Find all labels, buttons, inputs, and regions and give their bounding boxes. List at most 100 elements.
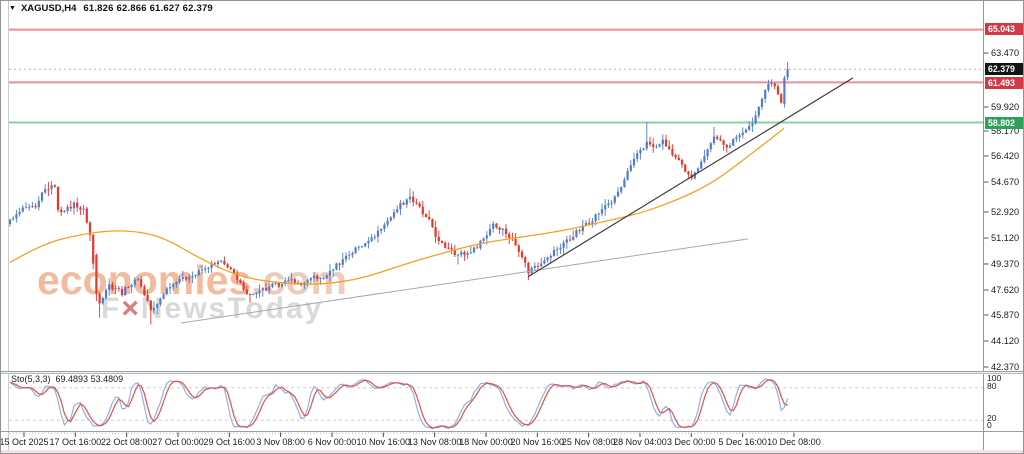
candle-body <box>597 213 600 215</box>
symbol-label: XAGUSD,H4 <box>20 3 77 14</box>
bottom-strip <box>1 450 1023 453</box>
candle-body <box>578 230 581 232</box>
candle-body <box>613 196 616 203</box>
candle-body <box>348 255 351 256</box>
candle-body <box>552 250 556 256</box>
candle-body <box>748 125 751 130</box>
time-label: 10 Nov 16:00 <box>356 437 411 447</box>
candle-body <box>226 264 229 268</box>
time-label: 15 Oct 2025 <box>0 437 49 447</box>
candle-body <box>706 149 709 157</box>
candle-body <box>197 269 200 276</box>
stochastic-pane <box>9 378 983 430</box>
candle-body <box>130 284 133 288</box>
indicator-name: Sto(5,3,3) <box>11 374 51 384</box>
candle-body <box>229 267 232 270</box>
candle-body <box>767 84 770 90</box>
candle-body <box>575 230 578 237</box>
candle-body <box>450 247 453 250</box>
time-label: 13 Nov 08:00 <box>407 437 462 447</box>
candle-body <box>181 277 184 279</box>
time-label: 20 Nov 16:00 <box>510 437 565 447</box>
candle-body <box>661 139 664 145</box>
candle-body <box>271 283 274 287</box>
candle-body <box>725 144 728 148</box>
candle-body <box>255 293 258 294</box>
candle-body <box>114 288 117 290</box>
stoch-d-line <box>9 379 788 429</box>
candle-body <box>133 279 136 285</box>
price-tick-label: 44.120 <box>991 335 1020 346</box>
candle-body <box>236 273 239 280</box>
candle-body <box>386 220 389 225</box>
trendline[interactable] <box>180 238 749 324</box>
candle-body <box>370 237 373 241</box>
candle-body <box>60 209 63 213</box>
indicator-axis-label: 100 <box>987 373 1002 383</box>
candle-body <box>440 241 444 243</box>
pane-splitter[interactable] <box>1 371 1023 374</box>
candle-body <box>453 249 456 255</box>
candle-body <box>338 263 341 265</box>
price-tick-label: 58.170 <box>991 125 1020 136</box>
candle-body <box>28 206 31 208</box>
candle-body <box>700 161 703 169</box>
candle-body <box>136 279 140 281</box>
candle-body <box>744 129 748 133</box>
candle-body <box>741 132 744 136</box>
candle-body <box>101 297 104 304</box>
candle-body <box>92 234 95 264</box>
candle-body <box>143 286 146 295</box>
candle-body <box>63 210 66 212</box>
candle-body <box>392 212 396 218</box>
ma-line[interactable] <box>9 127 785 285</box>
candle-body <box>488 228 492 236</box>
candle-body <box>284 280 287 284</box>
candle-body <box>562 242 565 248</box>
candle-body <box>664 139 668 147</box>
time-label: 17 Oct 16:00 <box>49 437 102 447</box>
symbol-dropdown-icon[interactable]: ▼ <box>9 5 16 12</box>
candle-body <box>293 279 296 283</box>
candle-body <box>380 229 383 231</box>
candle-body <box>213 263 216 265</box>
candle-body <box>540 263 543 267</box>
candle-body <box>216 261 220 265</box>
price-tick-label: 63.470 <box>991 47 1020 58</box>
candle-body <box>543 260 546 264</box>
candle-body <box>405 199 408 205</box>
candle-body <box>220 260 223 262</box>
chart-bottom-border <box>1 431 1023 432</box>
candle-body <box>108 284 111 290</box>
candle-body <box>194 275 197 277</box>
candle-body <box>15 214 18 219</box>
candle-body <box>735 137 738 140</box>
candle-body <box>316 275 319 279</box>
watermark-x-icon: × <box>121 292 141 325</box>
candle-body <box>434 227 437 237</box>
candle-body <box>34 205 37 208</box>
candle-body <box>514 238 517 246</box>
candle-body <box>754 115 757 124</box>
candle-body <box>652 144 655 147</box>
candle-body <box>600 209 604 214</box>
candle-body <box>239 279 242 283</box>
candle-body <box>495 223 498 228</box>
candle-body <box>415 202 418 204</box>
trendline[interactable] <box>527 77 854 278</box>
candle-body <box>24 207 28 209</box>
candle-body <box>335 263 338 270</box>
candle-body <box>207 267 210 269</box>
candle-body <box>412 196 415 203</box>
candle-body <box>399 202 402 210</box>
candle-body <box>389 217 392 221</box>
candle-body <box>296 282 300 284</box>
axis-ticks <box>9 52 989 437</box>
candle-body <box>264 288 268 291</box>
candle-body <box>341 259 344 265</box>
candle-body <box>162 294 165 299</box>
candle-body <box>104 290 108 298</box>
price-tick-label: 49.370 <box>991 258 1020 269</box>
